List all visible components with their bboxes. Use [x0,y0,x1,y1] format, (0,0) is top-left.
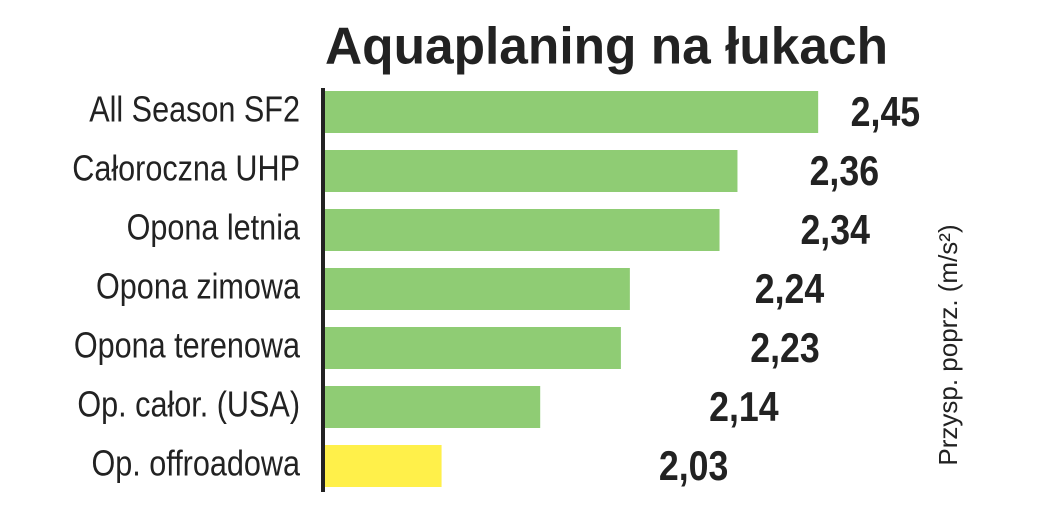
chart-title: Aquaplaning na łukach [325,18,888,76]
value-label-group: 2,14 [709,384,779,430]
bar [325,209,720,251]
bar [325,150,738,192]
value-label: 2,36 [810,148,879,194]
value-label-group: 2,23 [750,325,819,371]
value-label: 2,14 [709,384,779,430]
category-label-group: All Season SF2 [89,90,300,130]
bar [325,268,630,310]
value-label: 2,34 [800,207,870,253]
category-label: Opona letnia [127,208,301,248]
value-label: 2,03 [659,443,728,489]
value-label-group: 2,34 [800,207,870,253]
category-label: Op. offroadowa [91,444,300,484]
category-label-group: Op. offroadowa [91,444,300,484]
category-label: Op. całor. (USA) [77,385,300,425]
category-label: Opona zimowa [96,267,300,307]
category-label: All Season SF2 [89,90,300,130]
category-label-group: Op. całor. (USA) [77,385,300,425]
bar [325,445,442,487]
category-label-group: Opona zimowa [96,267,300,307]
bar [325,327,621,369]
category-label-group: Całoroczna UHP [72,149,300,189]
value-label-group: 2,45 [851,89,920,135]
category-label-group: Opona letnia [127,208,301,248]
category-label: Opona terenowa [74,326,301,366]
bar [325,91,819,133]
value-label: 2,24 [755,266,825,312]
axis-title: Przysp. poprz. (m/s²) [933,224,963,465]
bar [325,386,541,428]
value-label-group: 2,24 [755,266,825,312]
value-label-group: 2,36 [810,148,879,194]
category-label: Całoroczna UHP [72,149,300,189]
value-label-group: 2,03 [659,443,728,489]
value-label: 2,45 [851,89,920,135]
value-label: 2,23 [750,325,819,371]
category-label-group: Opona terenowa [74,326,301,366]
